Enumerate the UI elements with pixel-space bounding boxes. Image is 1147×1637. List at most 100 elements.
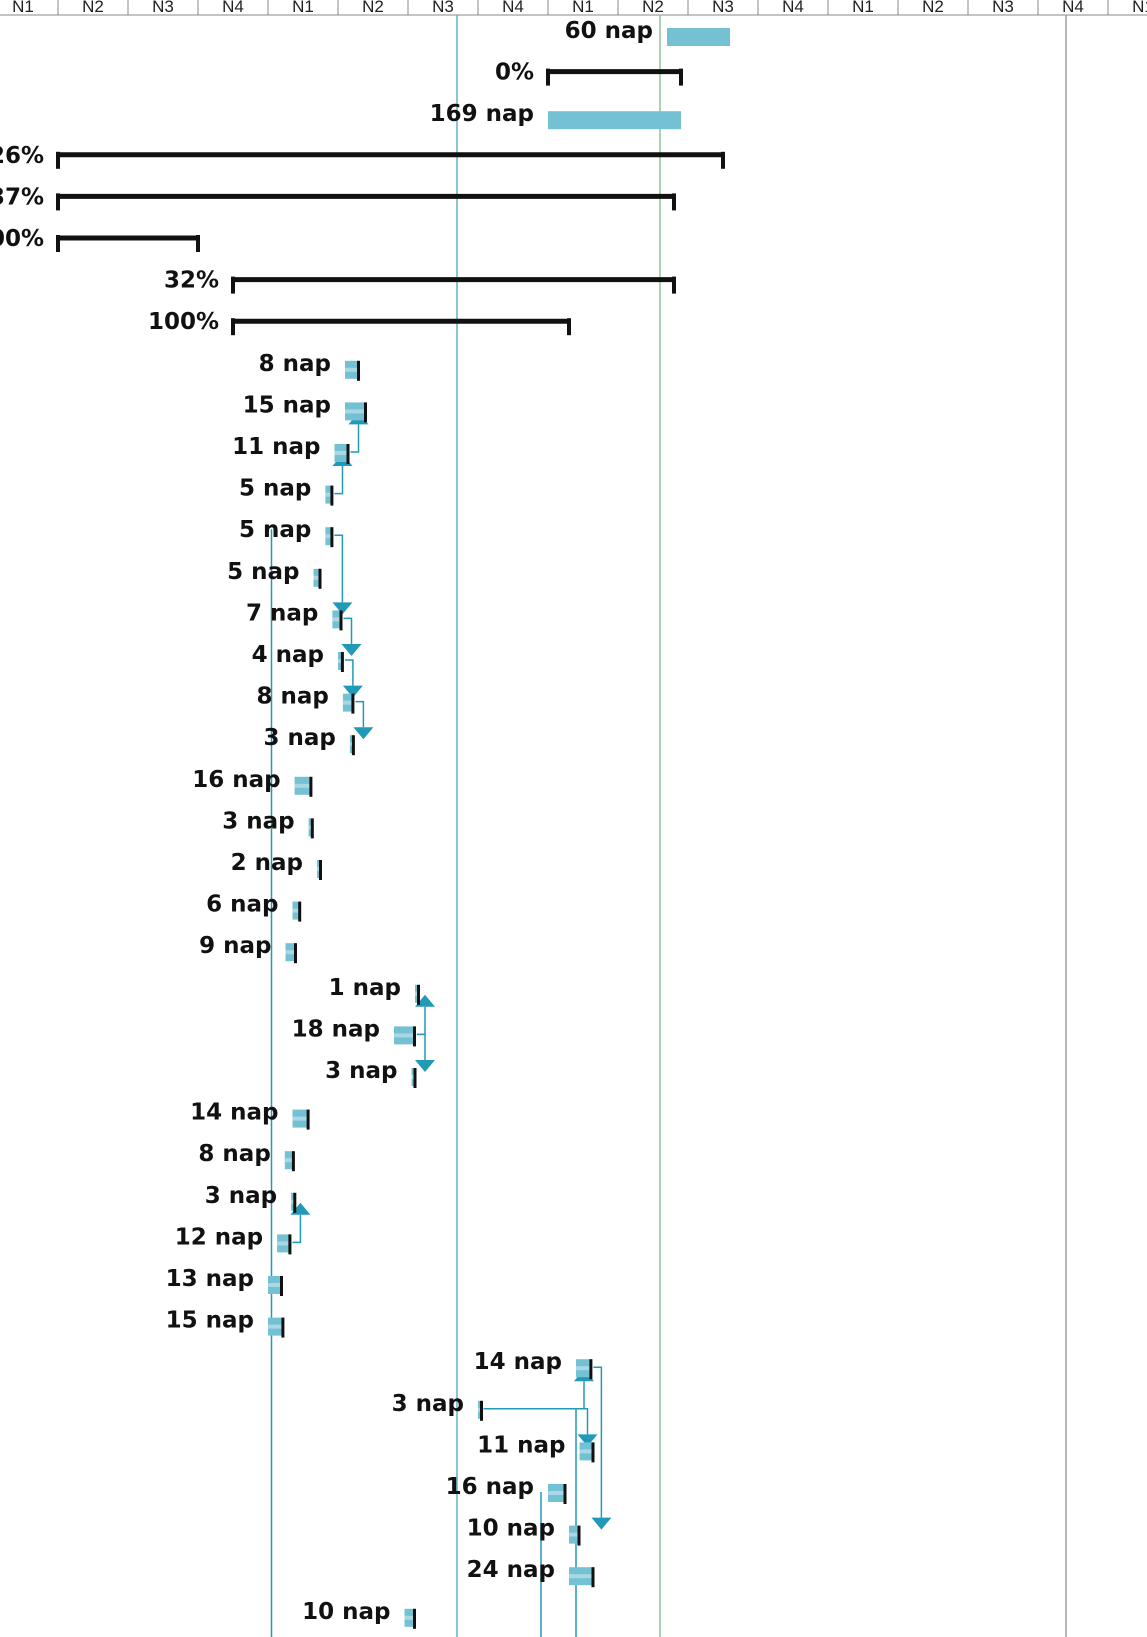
task-bar-highlight: [313, 575, 321, 580]
task-row[interactable]: 15 nap: [243, 392, 367, 423]
task-row[interactable]: 6 nap: [206, 892, 302, 922]
task-row[interactable]: 7 nap: [246, 600, 343, 631]
task-row[interactable]: 8 nap: [198, 1141, 295, 1172]
task-end-mark: [298, 901, 302, 922]
task-row[interactable]: 2 nap: [231, 850, 322, 880]
dependency-link: [483, 1408, 589, 1435]
task-row[interactable]: 8 nap: [259, 351, 360, 381]
task-label: 5 nap: [239, 476, 311, 502]
task-row[interactable]: 11 nap: [232, 434, 350, 464]
timescale-tick-label: N4: [1062, 0, 1084, 16]
timescale-tick-label: N1: [572, 0, 594, 16]
task-bar-highlight: [345, 409, 366, 414]
task-row[interactable]: 3 nap: [205, 1183, 297, 1213]
task-end-mark: [340, 652, 344, 672]
task-label: 5 nap: [239, 517, 311, 543]
task-label: 32%: [164, 268, 219, 294]
task-label: 9 nap: [199, 933, 271, 959]
task-row[interactable]: 3 nap: [325, 1058, 417, 1088]
task-label: 3 nap: [264, 725, 336, 751]
task-bar-highlight: [394, 1033, 415, 1038]
task-label: 18 nap: [292, 1016, 380, 1042]
task-label: 15 nap: [243, 392, 331, 418]
task-end-mark: [281, 1317, 285, 1338]
timescale-tick-label: N4: [502, 0, 524, 16]
timescale-tick-label: N2: [82, 0, 104, 16]
dependency-link: [343, 617, 353, 644]
timescale-tick-label: N2: [922, 0, 944, 16]
task-end-mark: [480, 1400, 483, 1421]
dependency-arrowhead: [342, 685, 363, 698]
task-row[interactable]: 10 nap: [302, 1599, 416, 1629]
dependency-link: [355, 700, 365, 728]
task-row[interactable]: 13 nap: [166, 1266, 283, 1296]
task-bar-highlight: [325, 492, 333, 497]
task-row[interactable]: 100%: [0, 226, 200, 252]
task-label: 14 nap: [474, 1349, 562, 1375]
task-row[interactable]: 12 nap: [175, 1224, 292, 1255]
timescale-tick-label: N2: [362, 0, 384, 16]
task-row[interactable]: 11 nap: [477, 1432, 595, 1463]
task-bar-highlight: [334, 451, 349, 455]
task-row[interactable]: 0%: [495, 60, 683, 86]
task-row[interactable]: 14 nap: [474, 1349, 593, 1380]
task-label: 2 nap: [231, 850, 303, 876]
task-bar-highlight: [294, 783, 312, 788]
task-label: 8 nap: [257, 684, 329, 710]
task-row[interactable]: 8 nap: [257, 684, 355, 714]
task-end-mark: [357, 360, 360, 381]
dependency-arrowhead: [415, 1060, 435, 1072]
task-row[interactable]: 15 nap: [166, 1308, 285, 1338]
task-bar-highlight: [285, 950, 296, 955]
task-label: 11 nap: [477, 1432, 565, 1458]
task-bar-highlight: [345, 367, 359, 372]
task-label: 60 nap: [565, 18, 653, 44]
task-row[interactable]: 5 nap: [239, 517, 334, 548]
task-row[interactable]: 9 nap: [199, 933, 297, 964]
task-row[interactable]: 3 nap: [264, 725, 355, 756]
task-row[interactable]: 26%: [0, 143, 725, 169]
task-row[interactable]: 4 nap: [252, 642, 344, 672]
task-label: 3 nap: [205, 1183, 277, 1209]
task-label: 15 nap: [166, 1308, 254, 1334]
task-row[interactable]: 5 nap: [227, 559, 322, 589]
task-bar-highlight: [277, 1241, 291, 1246]
task-bar[interactable]: [667, 28, 730, 46]
task-end-mark: [364, 402, 367, 423]
task-label: 1 nap: [329, 975, 401, 1001]
task-label: 6 nap: [206, 892, 278, 918]
task-label: 3 nap: [222, 808, 294, 834]
task-row[interactable]: 37%: [0, 184, 676, 211]
task-end-mark: [291, 1151, 295, 1172]
task-row[interactable]: 100%: [148, 309, 571, 336]
task-label: 5 nap: [227, 559, 299, 585]
task-row[interactable]: 3 nap: [392, 1391, 483, 1421]
task-label: 100%: [0, 226, 44, 252]
task-row[interactable]: 14 nap: [190, 1100, 310, 1130]
dependency-arrowhead: [341, 644, 362, 656]
task-row[interactable]: 10 nap: [467, 1516, 581, 1546]
task-bar[interactable]: [548, 111, 681, 130]
task-row[interactable]: 16 nap: [192, 767, 313, 797]
task-row[interactable]: 24 nap: [467, 1557, 595, 1588]
task-row[interactable]: 60 nap: [565, 18, 730, 46]
timescale-header: N1 N2 N3 N4 N1 N2 N3 N4 N1 N2 N3 N4 N1 N2 N3 N4 N1: [0, 0, 1147, 16]
task-row[interactable]: 3 nap: [222, 808, 314, 839]
dependency-link: [334, 534, 344, 603]
task-row[interactable]: 5 nap: [239, 476, 334, 506]
task-row[interactable]: 18 nap: [292, 1016, 416, 1047]
dependency-links: [270, 412, 612, 1637]
task-row[interactable]: 169 nap: [430, 101, 681, 130]
task-label: 0%: [495, 60, 534, 86]
task-end-mark: [330, 485, 334, 506]
task-row[interactable]: 16 nap: [446, 1474, 567, 1504]
timescale-tick-label: N3: [992, 0, 1014, 16]
task-label: 10 nap: [467, 1516, 555, 1542]
task-row[interactable]: 1 nap: [329, 975, 420, 1005]
timescale-tick-label: N1: [1132, 0, 1147, 16]
task-end-mark: [306, 1109, 310, 1130]
dependency-arrowhead: [353, 727, 374, 740]
task-row[interactable]: 32%: [164, 268, 676, 294]
timescale-tick-label: N1: [292, 0, 314, 16]
task-end-mark: [351, 693, 355, 714]
